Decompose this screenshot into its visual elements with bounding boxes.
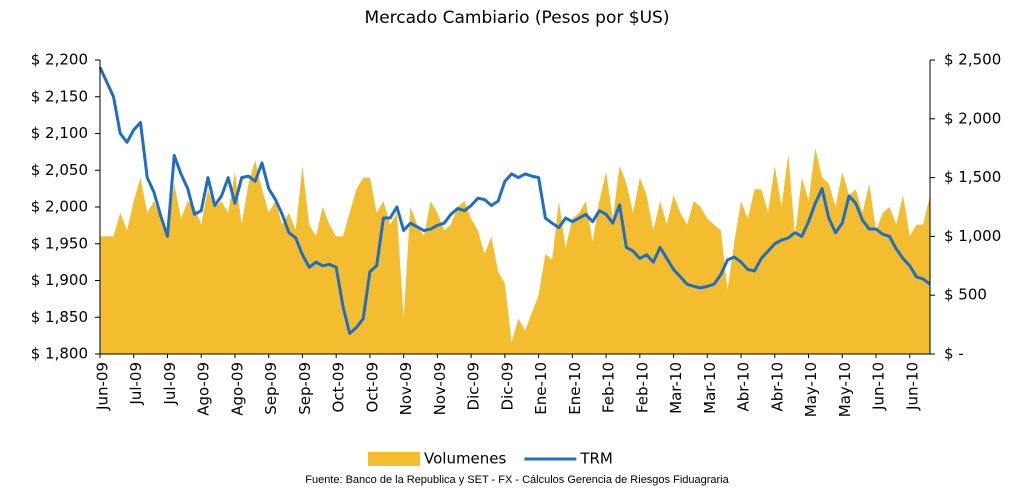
- x-tick-label: Sep-09: [296, 362, 314, 415]
- y-tick-label: $ 2,100: [31, 124, 88, 142]
- y2-tick-label: $ 1,000: [944, 227, 1001, 245]
- legend-label: TRM: [579, 450, 613, 468]
- legend-swatch: [368, 452, 420, 466]
- chart-title: Mercado Cambiario (Pesos por $US): [365, 8, 670, 28]
- x-tick-label: Jun-10: [903, 362, 921, 411]
- x-tick-label: Ene-10: [532, 362, 550, 415]
- y-tick-label: $ 1,800: [31, 345, 88, 363]
- x-tick-label: Ene-10: [566, 362, 584, 415]
- x-tick-label: May-10: [802, 362, 820, 417]
- x-tick-label: Jul-09: [161, 362, 179, 406]
- x-tick-label: Dic-09: [465, 362, 483, 410]
- y2-tick-label: $ -: [944, 345, 964, 363]
- x-tick-label: Oct-09: [363, 362, 381, 412]
- legend-label: Volumenes: [424, 450, 507, 468]
- y-tick-label: $ 1,900: [31, 271, 88, 289]
- x-tick-label: Oct-09: [330, 362, 348, 412]
- x-tick-label: Mar-10: [701, 362, 719, 414]
- x-tick-label: Mar-10: [667, 362, 685, 414]
- x-tick-label: Abr-10: [735, 362, 753, 412]
- y-tick-label: $ 1,950: [31, 234, 88, 252]
- x-tick-label: Sep-09: [262, 362, 280, 415]
- x-tick-label: Jun-10: [870, 362, 888, 411]
- y-tick-label: $ 1,850: [31, 308, 88, 326]
- y-tick-label: $ 2,200: [31, 51, 88, 69]
- volume-area: [100, 148, 930, 354]
- y-tick-label: $ 2,150: [31, 87, 88, 105]
- y2-tick-label: $ 500: [944, 286, 987, 304]
- x-tick-label: Abr-10: [768, 362, 786, 412]
- trm-line: [98, 66, 931, 335]
- x-tick-label: Feb-10: [600, 362, 618, 413]
- source-note: Fuente: Banco de la Republica y SET - FX…: [305, 474, 729, 486]
- y-tick-label: $ 2,000: [31, 198, 88, 216]
- y2-tick-label: $ 1,500: [944, 168, 1001, 186]
- y2-tick-label: $ 2,500: [944, 51, 1001, 69]
- y-tick-label: $ 2,050: [31, 161, 88, 179]
- x-tick-label: Jul-09: [127, 362, 145, 406]
- y2-tick-label: $ 2,000: [944, 109, 1001, 127]
- x-tick-label: Jun-09: [94, 362, 112, 411]
- x-tick-label: Ago-09: [228, 362, 246, 416]
- x-tick-label: Nov-09: [397, 362, 415, 415]
- x-tick-label: Ago-09: [195, 362, 213, 416]
- x-tick-label: Nov-09: [431, 362, 449, 415]
- x-tick-label: Feb-10: [633, 362, 651, 413]
- x-tick-label: Dic-09: [498, 362, 516, 410]
- x-tick-label: May-10: [836, 362, 854, 417]
